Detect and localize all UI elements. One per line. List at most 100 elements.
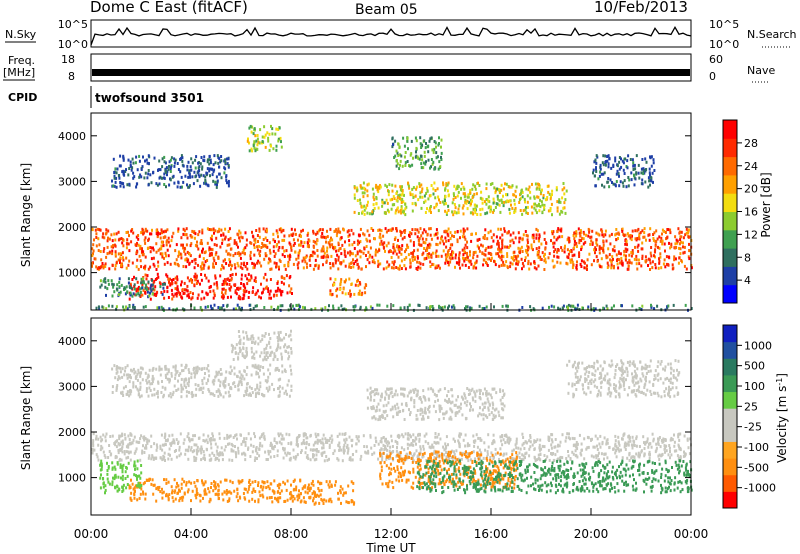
echo-pixel xyxy=(434,266,437,270)
echo-pixel xyxy=(357,284,360,288)
echo-pixel xyxy=(292,488,295,492)
echo-pixel xyxy=(573,253,576,257)
echo-pixel xyxy=(392,143,394,147)
echo-pixel xyxy=(351,444,353,448)
echo-pixel xyxy=(636,267,639,271)
echo-pixel xyxy=(312,239,315,243)
echo-pixel xyxy=(305,455,308,459)
echo-pixel xyxy=(533,448,536,451)
echo-pixel xyxy=(641,257,644,260)
echo-pixel xyxy=(429,233,432,237)
echo-pixel xyxy=(544,252,546,256)
echo-pixel xyxy=(283,448,286,451)
echo-pixel xyxy=(112,184,115,188)
echo-pixel xyxy=(411,255,414,259)
echo-pixel xyxy=(262,495,265,499)
echo-pixel xyxy=(113,232,116,236)
echo-pixel xyxy=(403,231,406,234)
echo-pixel xyxy=(240,273,243,277)
echo-pixel xyxy=(289,497,292,501)
echo-pixel xyxy=(229,236,232,240)
echo-pixel xyxy=(199,282,201,286)
echo-pixel xyxy=(466,246,469,250)
echo-pixel xyxy=(204,178,207,182)
echo-pixel xyxy=(161,176,163,180)
echo-pixel xyxy=(553,254,556,258)
echo-pixel xyxy=(360,293,363,297)
echo-pixel xyxy=(95,306,98,310)
echo-pixel xyxy=(622,184,625,188)
echo-pixel xyxy=(235,272,237,276)
echo-pixel xyxy=(474,208,476,212)
echo-pixel xyxy=(266,458,269,461)
echo-pixel xyxy=(561,248,564,252)
echo-pixel xyxy=(172,231,175,235)
echo-pixel xyxy=(513,202,516,206)
echo-pixel xyxy=(275,441,278,445)
echo-pixel xyxy=(251,149,254,153)
echo-pixel xyxy=(202,496,204,500)
echo-pixel xyxy=(614,434,617,438)
echo-pixel xyxy=(614,183,617,187)
echo-pixel xyxy=(168,160,171,164)
echo-pixel xyxy=(170,441,173,445)
echo-pixel xyxy=(263,125,266,129)
echo-pixel xyxy=(139,247,142,251)
echo-pixel xyxy=(265,458,268,461)
echo-pixel xyxy=(429,194,432,198)
echo-pixel xyxy=(451,201,454,205)
echo-pixel xyxy=(640,264,643,268)
echo-pixel xyxy=(645,440,648,444)
echo-pixel xyxy=(401,185,403,189)
echo-pixel xyxy=(202,257,205,261)
echo-pixel xyxy=(336,253,339,257)
echo-pixel xyxy=(175,292,178,295)
echo-pixel xyxy=(253,246,256,249)
echo-pixel xyxy=(353,247,356,250)
echo-pixel xyxy=(466,227,469,231)
echo-pixel xyxy=(328,443,331,447)
echo-pixel xyxy=(622,168,625,172)
echo-pixel xyxy=(471,232,473,236)
echo-pixel xyxy=(200,156,203,159)
echo-pixel xyxy=(495,202,498,206)
echo-pixel xyxy=(542,196,545,200)
echo-pixel xyxy=(169,244,172,248)
echo-pixel xyxy=(138,175,141,179)
echo-pixel xyxy=(387,210,390,214)
echo-pixel xyxy=(543,445,546,449)
echo-pixel xyxy=(118,459,121,463)
echo-pixel xyxy=(132,176,135,180)
echo-pixel xyxy=(589,242,592,246)
echo-pixel xyxy=(658,458,661,461)
echo-pixel xyxy=(533,206,536,210)
echo-pixel xyxy=(455,187,458,191)
echo-pixel xyxy=(378,303,381,307)
echo-pixel xyxy=(91,247,94,251)
echo-pixel xyxy=(381,458,384,462)
echo-pixel xyxy=(487,206,490,210)
echo-pixel xyxy=(112,157,115,161)
echo-pixel xyxy=(150,289,153,293)
echo-pixel xyxy=(212,163,215,167)
echo-pixel xyxy=(212,227,215,231)
echo-pixel xyxy=(128,234,130,238)
echo-pixel xyxy=(175,449,177,452)
echo-pixel xyxy=(561,196,564,200)
echo-pixel xyxy=(102,232,105,236)
echo-pixel xyxy=(445,445,448,449)
echo-pixel xyxy=(625,239,628,243)
echo-pixel xyxy=(498,199,501,203)
echo-pixel xyxy=(181,159,184,163)
echo-pixel xyxy=(373,198,376,202)
echo-pixel xyxy=(368,233,371,237)
echo-pixel xyxy=(131,157,134,161)
echo-pixel xyxy=(305,262,308,266)
echo-pixel xyxy=(437,167,440,171)
echo-pixel xyxy=(521,432,524,436)
echo-pixel xyxy=(390,434,393,438)
echo-pixel xyxy=(268,292,271,296)
echo-pixel xyxy=(325,259,328,263)
echo-pixel xyxy=(205,171,208,175)
echo-pixel xyxy=(135,265,138,269)
